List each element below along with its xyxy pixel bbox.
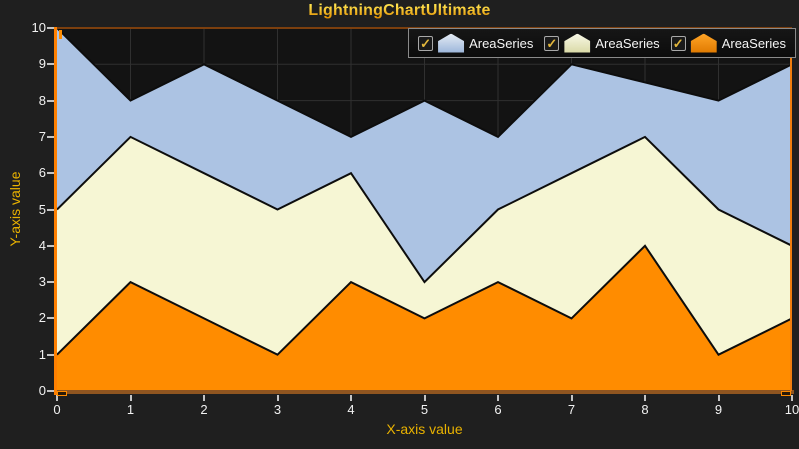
y-tick-label: 8: [38, 92, 46, 108]
y-tick-label: 1: [38, 346, 46, 362]
x-tick-label: 10: [784, 402, 799, 417]
x-axis-ticks: [56, 395, 793, 401]
legend-item-1[interactable]: ✓ AreaSeries: [544, 33, 660, 53]
y-tick-label: 7: [38, 128, 46, 144]
x-tick-label: 5: [420, 402, 429, 417]
x-tick: [423, 395, 426, 401]
x-tick-label: 8: [641, 402, 649, 417]
y-tick: [47, 172, 54, 175]
x-tick-label: 3: [273, 402, 282, 417]
x-tick-label: 6: [494, 402, 502, 417]
x-tick: [129, 395, 132, 401]
x-tick-label: 4: [347, 402, 355, 417]
y-tick: [47, 281, 54, 284]
legend[interactable]: ✓ AreaSeries ✓ AreaSeries ✓ AreaSeries: [408, 28, 796, 58]
area-chart-canvas: [57, 28, 792, 391]
y-tick: [47, 99, 54, 102]
y-axis-line: [54, 27, 57, 395]
x-tick-label: 0: [53, 402, 61, 417]
legend-item-2[interactable]: ✓ AreaSeries: [670, 33, 786, 53]
y-tick: [47, 244, 54, 247]
y-tick: [47, 317, 54, 320]
area-series-outline-2: [57, 244, 792, 356]
y-tick-label: 4: [38, 237, 46, 253]
x-tick: [497, 395, 499, 401]
y-tick: [47, 63, 54, 66]
x-tick-label: 1: [126, 402, 135, 417]
x-axis-labels: 0 1 2 3 4 5 6 7 8 9 10: [53, 402, 799, 418]
x-tick-label: 2: [200, 402, 208, 417]
area-series-outline-0: [57, 28, 792, 139]
x-tick: [56, 395, 58, 401]
legend-item-label: AreaSeries: [595, 35, 660, 51]
plot-area[interactable]: [57, 28, 792, 391]
y-tick: [47, 208, 54, 211]
y-tick: [47, 390, 54, 392]
legend-checkbox-1[interactable]: ✓: [544, 35, 560, 51]
y-tick: [47, 353, 54, 356]
y-axis-ticks: [47, 27, 54, 392]
y-tick-label: 9: [38, 56, 46, 72]
x-tick: [644, 395, 646, 401]
plot-border-right: [790, 28, 792, 391]
legend-item-0[interactable]: ✓ AreaSeries: [418, 33, 534, 53]
y-tick-label: 0: [38, 383, 46, 398]
legend-checkbox-2[interactable]: ✓: [670, 35, 686, 51]
area-icon: [564, 33, 591, 53]
x-tick: [276, 395, 279, 401]
y-tick: [47, 27, 54, 29]
x-tick: [791, 395, 793, 401]
y-tick-label: 3: [38, 274, 46, 290]
area-icon: [438, 33, 465, 53]
y-axis-title: Y-axis value: [7, 171, 23, 247]
x-tick: [717, 395, 720, 401]
y-tick-label: 2: [38, 310, 46, 326]
x-tick: [570, 395, 573, 401]
x-tick-label: 9: [714, 402, 723, 417]
x-tick-label: 7: [567, 402, 576, 417]
y-tick-label: 5: [38, 201, 46, 217]
y-axis-labels: 0 1 2 3 4 5 6 7 8 9 10: [5, 20, 46, 398]
y-axis-top-nib[interactable]: [59, 30, 62, 39]
chart-title: LightningChartUltimate: [0, 2, 799, 20]
x-axis-right-nib[interactable]: [781, 391, 791, 396]
y-tick: [47, 135, 54, 138]
x-axis-title: X-axis value: [386, 421, 463, 437]
x-tick: [203, 395, 205, 401]
legend-checkbox-0[interactable]: ✓: [418, 35, 434, 51]
y-tick-label: 6: [38, 165, 46, 181]
x-axis-line: [54, 390, 794, 394]
x-axis-left-nib[interactable]: [57, 391, 67, 396]
area-series-outline-1: [57, 135, 792, 284]
y-tick-label: 10: [31, 20, 46, 35]
x-tick: [350, 395, 352, 401]
legend-item-label: AreaSeries: [469, 35, 534, 51]
legend-item-label: AreaSeries: [721, 35, 786, 51]
area-icon: [690, 33, 717, 53]
